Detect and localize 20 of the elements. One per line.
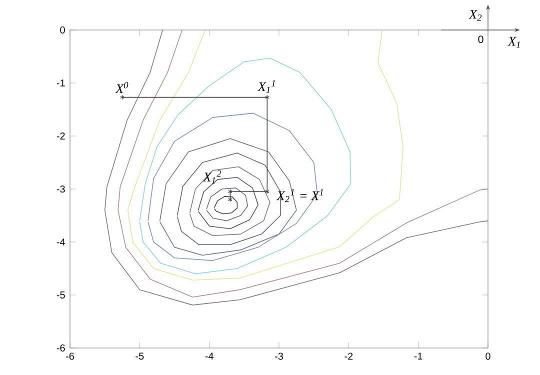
y-tick-label: -4 xyxy=(56,238,66,246)
annotation: X$_{1}$2 xyxy=(202,170,222,184)
x-tick-label: -4 xyxy=(205,352,214,360)
annotation: 0 xyxy=(478,36,484,44)
x-tick-label: -6 xyxy=(66,352,74,360)
x-tick-label: 0 xyxy=(486,352,490,360)
annotation: X$_{1}$1 xyxy=(257,80,275,94)
y-tick-label: -6 xyxy=(56,344,65,352)
x-tick-label: -1 xyxy=(414,352,422,360)
x-axis-title: X$_{1}$ xyxy=(508,36,520,48)
y-tick-label: 0 xyxy=(60,26,65,34)
y-axis-title: X$_{2}$ xyxy=(468,10,482,21)
y-tick-label: -2 xyxy=(56,132,65,140)
y-tick-label: -1 xyxy=(56,80,65,86)
y-tick-label: -3 xyxy=(56,185,65,193)
y-tick-label: -5 xyxy=(56,292,65,298)
x-tick-label: -2 xyxy=(344,352,353,360)
x-tick-label: -3 xyxy=(275,352,283,360)
x-tick-label: -5 xyxy=(136,352,144,360)
annotation: X$^{0}$ xyxy=(115,82,128,94)
